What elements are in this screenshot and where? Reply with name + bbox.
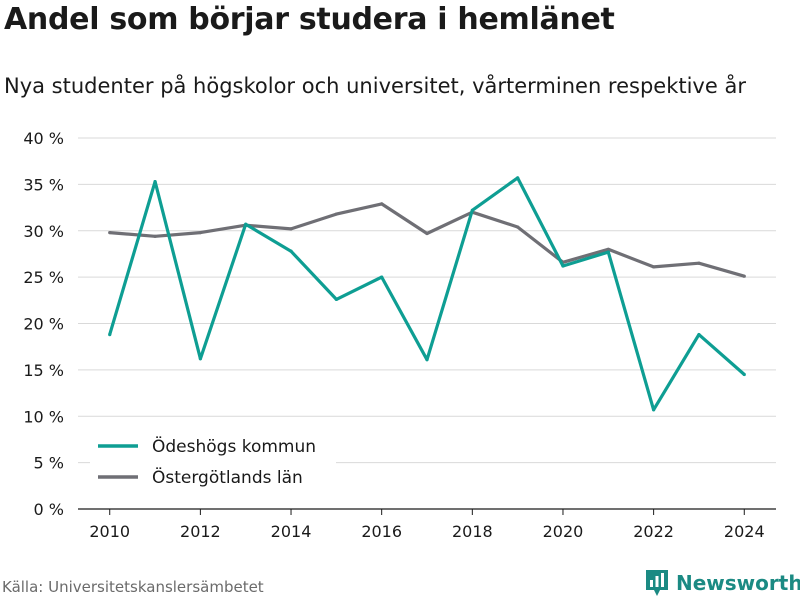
- series-layer: [108, 176, 746, 412]
- series-0-point: [380, 275, 384, 279]
- series-1-point: [742, 274, 746, 278]
- series-line-0: [108, 176, 746, 412]
- series-0-point: [652, 408, 656, 412]
- series-0-point: [198, 357, 202, 361]
- x-tick-label: 2018: [452, 522, 493, 541]
- brand-name: Newsworthy: [676, 571, 800, 595]
- y-tick-label: 10 %: [23, 407, 64, 426]
- axis-layer: 0 % 5 % 10 % 15 % 20 % 25 % 30 % 35 % 40 % 2010 20…: [23, 129, 776, 541]
- y-tick-label: 25 %: [23, 268, 64, 287]
- x-tick-label: 2016: [361, 522, 402, 541]
- y-tick-label: 35 %: [23, 175, 64, 194]
- y-tick-label: 15 %: [23, 361, 64, 380]
- source-note: Källa: Universitetskanslersämbetet: [2, 578, 264, 596]
- grid-layer: [78, 137, 776, 464]
- series-0-point: [108, 333, 112, 337]
- y-tick-label: 0 %: [34, 500, 64, 519]
- series-0-point: [289, 249, 293, 253]
- x-tick-label: 2024: [724, 522, 765, 541]
- series-1-point: [606, 247, 610, 251]
- series-1-point: [697, 261, 701, 265]
- series-0-point: [153, 179, 157, 184]
- y-tick-label: 20 %: [23, 315, 64, 334]
- series-1-point: [516, 225, 520, 229]
- series-1-point: [334, 212, 338, 216]
- x-tick-label: 2022: [633, 522, 674, 541]
- chart-subtitle: Nya studenter på högskolor och universit…: [4, 74, 746, 98]
- x-tick-label: 2014: [271, 522, 312, 541]
- y-tick-label: 40 %: [23, 129, 64, 148]
- y-tick-label: 30 %: [23, 222, 64, 241]
- series-1-point: [289, 227, 293, 231]
- chart-title: Andel som börjar studera i hemlänet: [4, 2, 615, 37]
- series-0-point: [561, 264, 565, 268]
- series-1-point: [425, 231, 429, 236]
- brand: Newsworthy: [644, 568, 800, 598]
- series-1-point: [108, 231, 112, 235]
- series-0-point: [606, 250, 610, 254]
- y-tick-label: 5 %: [34, 454, 64, 473]
- series-line-1: [109, 202, 745, 278]
- newsworthy-logo-icon: [646, 570, 668, 596]
- legend: Ödeshögs kommun Östergötlands län: [90, 428, 336, 492]
- series-0-point: [697, 333, 701, 337]
- legend-label-0: Ödeshögs kommun: [152, 435, 316, 457]
- legend-label-1: Östergötlands län: [152, 466, 303, 488]
- series-0-point: [470, 208, 474, 212]
- series-1-point: [380, 202, 384, 206]
- series-0-point: [334, 297, 338, 301]
- series-1-point: [198, 231, 202, 235]
- series-0-point: [425, 358, 429, 362]
- x-tick-label: 2020: [543, 522, 584, 541]
- series-0-point: [516, 176, 520, 180]
- x-tick-label: 2010: [89, 522, 130, 541]
- x-tick-label: 2012: [180, 522, 221, 541]
- series-1-point: [652, 265, 656, 269]
- series-0-point: [742, 372, 746, 377]
- series-1-point: [153, 234, 157, 238]
- legend-background: [90, 428, 336, 492]
- series-0-point: [244, 222, 248, 226]
